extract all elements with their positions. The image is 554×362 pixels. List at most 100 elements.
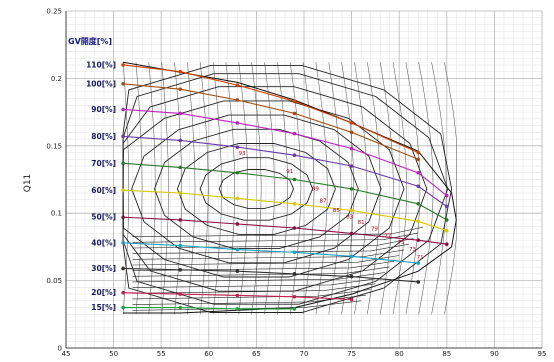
speed-curve [212,62,222,315]
efficiency-contour [131,114,382,264]
efficiency-contour [199,157,314,221]
speed-curve [405,62,421,315]
series-point [178,292,183,296]
legend-entry: 50[%] [91,213,116,222]
series-point [349,231,354,236]
series-point [235,293,240,298]
series-point [178,218,183,222]
contour-value-label: 89 [312,186,319,192]
speed-curve [302,62,315,315]
series-point [416,280,421,284]
y-tick-label: 0.25 [46,8,62,16]
series-point [292,177,297,182]
low-opening-contour [132,232,419,243]
series-point [292,250,297,255]
speed-curve [315,62,328,315]
efficiency-contours [122,61,457,315]
x-tick-label: 80 [395,350,404,358]
low-opening-contour [132,272,385,283]
y-tick-label: 0.2 [51,75,62,83]
legend: GV開度[%] 110[%] 100[%] 90[%] 80[%] 70[%] 60[%]… [68,36,116,312]
series-point [349,130,354,135]
series-point [178,165,183,170]
speed-curve [122,62,130,315]
series-point [178,111,183,116]
series-point [292,226,297,230]
series-points [121,63,449,311]
series-point [445,204,449,209]
legend-entry: 90[%] [91,105,116,114]
series-point [416,201,421,206]
series-point [121,134,125,139]
speed-curve [277,62,288,315]
speed-curve [174,62,183,315]
series-point [121,290,125,295]
legend-entry: 70[%] [91,159,116,168]
legend-entry: 20[%] [91,288,116,297]
series-point [235,83,240,87]
low-opening-contour [132,243,409,254]
series-point [235,269,240,273]
tick-labels: 45 50 55 60 65 70 75 80 85 90 95 0 0.05 0.1 0.15 0.2 0.2… [46,8,546,359]
contour-value-label: 87 [320,198,327,204]
series-point [349,164,354,168]
series-point [416,157,421,162]
series-point [349,274,354,279]
series-point [121,81,125,86]
series-point [416,238,421,242]
speed-curve [199,62,209,315]
contour-value-label: 91 [286,169,293,175]
speed-curve [367,62,381,315]
x-tick-label: 85 [442,350,451,358]
series-point [416,150,421,155]
series-point [416,184,421,189]
contour-value-label: 77 [384,233,391,239]
series-point [178,191,183,195]
series-point [235,145,240,149]
series-line [123,242,419,264]
series-point [416,170,421,175]
y-tick-label: 0.05 [46,277,62,285]
series-point [349,187,354,191]
contour-value-label: 73 [409,247,416,253]
series-point [235,170,240,175]
series-point [292,131,297,136]
series-point [416,219,421,224]
series-point [235,307,240,311]
legend-entry: 30[%] [91,264,116,273]
series-point [121,161,125,166]
low-opening-contour [132,300,362,311]
speed-curve [135,62,143,315]
series-point [292,307,297,311]
x-tick-label: 50 [109,350,118,358]
series-point [292,153,297,158]
speed-curve [354,62,368,315]
series-point [178,87,183,91]
y-axis-label: Q11 [23,174,33,193]
legend-title: GV開度[%] [68,36,112,46]
series-point [416,261,421,265]
x-tick-label: 90 [490,350,499,358]
series-point [178,243,183,248]
series-point [178,69,183,74]
low-opening-contour [132,249,405,260]
contour-value-label: 93 [239,151,246,157]
speed-curve [431,62,447,315]
contour-value-label: 79 [371,227,378,233]
speed-curve [187,62,196,315]
series-point [178,305,183,310]
contour-value-label: 81 [358,220,365,226]
series-point [235,247,240,252]
x-tick-label: 55 [157,350,166,358]
x-tick-label: 70 [300,350,309,358]
x-tick-label: 75 [347,350,356,358]
efficiency-contour [218,169,294,209]
speed-curve [225,62,235,315]
axes [65,11,542,349]
series-point [445,228,449,233]
series-point [121,215,125,220]
series-point [349,254,354,259]
series-point [292,294,297,299]
